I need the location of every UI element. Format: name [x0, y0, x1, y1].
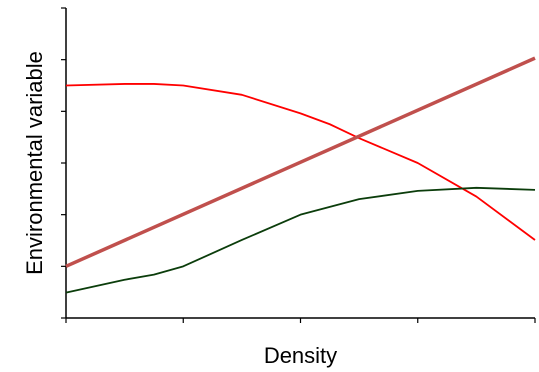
x-axis-label: Density — [264, 343, 337, 368]
y-axis-label: Environmental variable — [22, 51, 47, 275]
series-line-1 — [65, 83, 536, 241]
axes — [61, 7, 536, 323]
series-group — [65, 56, 536, 294]
series-line-3 — [65, 186, 536, 294]
series-line-2 — [65, 56, 536, 268]
